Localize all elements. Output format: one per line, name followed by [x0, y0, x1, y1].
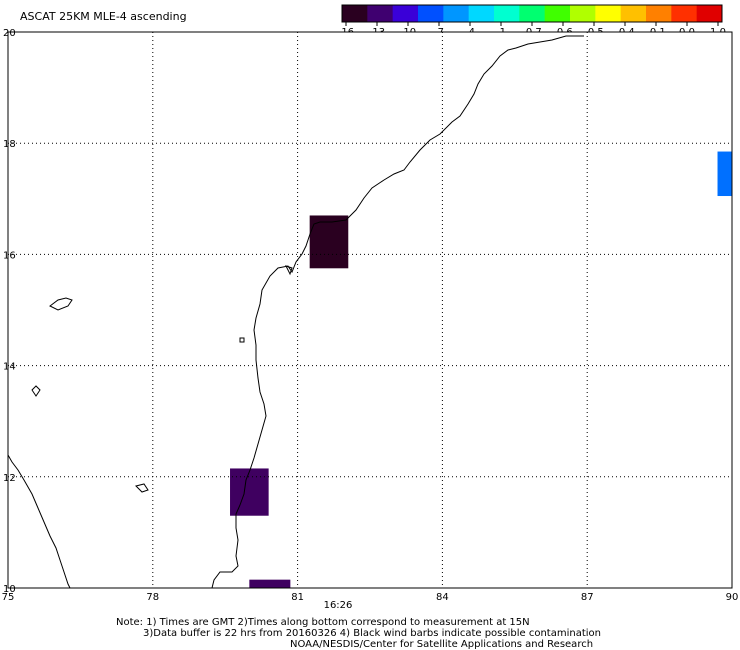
data-cell-1: [230, 468, 269, 516]
colorbar-swatch: [544, 5, 571, 22]
colorbar-swatch: [468, 5, 495, 22]
colorbar-swatch: [392, 5, 419, 22]
island-4: [239, 337, 245, 343]
lat-tick-label: 14: [3, 362, 16, 373]
lon-tick-label: 75: [2, 592, 15, 603]
colorbar-swatch: [646, 5, 672, 22]
data-cell-2: [249, 579, 291, 588]
plot-area: [8, 32, 732, 588]
swath-time-label: 16:26: [324, 600, 353, 611]
colorbar-swatch: [519, 5, 546, 22]
colorbar-swatch: [696, 5, 723, 22]
sri-lanka-coast: [7, 454, 71, 589]
colorbar-swatch: [620, 5, 647, 22]
note-line-1: Note: 1) Times are GMT 2)Times along bot…: [116, 617, 530, 628]
lon-tick-label: 81: [291, 592, 304, 603]
island-5: [285, 265, 293, 276]
longitude-labels: 75 78 81 84 87 90: [2, 592, 739, 603]
lon-tick-label: 84: [436, 592, 449, 603]
lon-tick-label: 78: [146, 592, 159, 603]
colorbar-swatch: [595, 5, 622, 22]
lat-tick-label: 16: [3, 250, 16, 261]
map-title: ASCAT 25KM MLE-4 ascending: [20, 10, 187, 23]
data-cell-0: [309, 215, 349, 269]
data-cell-3: [717, 151, 732, 197]
plot-frame: [7, 31, 733, 589]
colorbar-swatch: [342, 5, 368, 22]
island-2: [31, 385, 41, 397]
island-3: [135, 483, 149, 493]
latitude-labels: 20 18 16 14 12 10: [3, 28, 16, 595]
lat-tick-label: 20: [3, 28, 16, 39]
colorbar-swatch: [418, 5, 444, 22]
lon-tick-label: 87: [581, 592, 594, 603]
colorbar-swatch: [671, 5, 698, 22]
note-line-2: 3)Data buffer is 22 hrs from 20160326 4)…: [143, 628, 601, 639]
coastline: [7, 35, 584, 589]
colorbar-swatch: [494, 5, 520, 22]
note-line-3: NOAA/NESDIS/Center for Satellite Applica…: [290, 639, 594, 650]
colorbar-swatch: [367, 5, 394, 22]
colorbar-swatch: [443, 5, 470, 22]
colorbar-swatch: [570, 5, 596, 22]
lon-tick-label: 90: [726, 592, 739, 603]
colorbar: [341, 4, 723, 23]
island-1: [49, 297, 73, 311]
india-east-coast: [211, 35, 584, 589]
lat-tick-label: 12: [3, 473, 16, 484]
lat-tick-label: 10: [3, 584, 16, 595]
lat-tick-label: 18: [3, 139, 16, 150]
